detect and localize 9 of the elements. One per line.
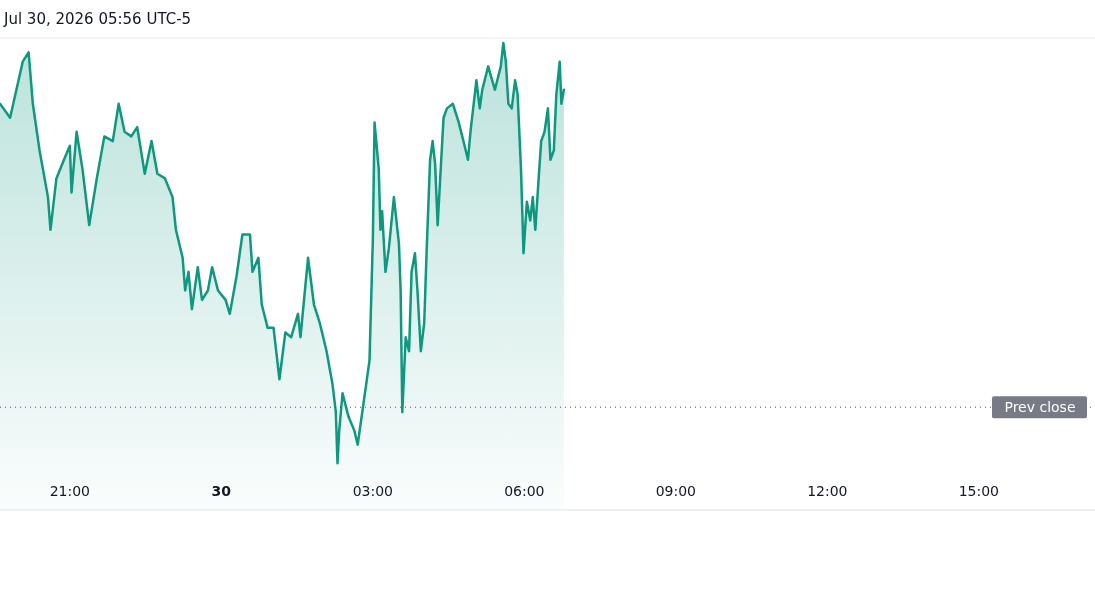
x-tick-label: 03:00 [352,483,394,499]
x-tick-label: 12:00 [807,483,848,499]
text: Jul 30, 2026 05:56 UTC-5 [3,10,192,28]
ref-line-label: Prev close [1004,399,1076,416]
x-tick-label: 09:00 [655,483,697,499]
x-tick-label: 15:00 [958,483,1000,499]
x-tick-label: 06:00 [504,483,545,499]
x-tick-label: 30 [211,483,232,499]
x-tick-label: 21:00 [49,483,91,499]
